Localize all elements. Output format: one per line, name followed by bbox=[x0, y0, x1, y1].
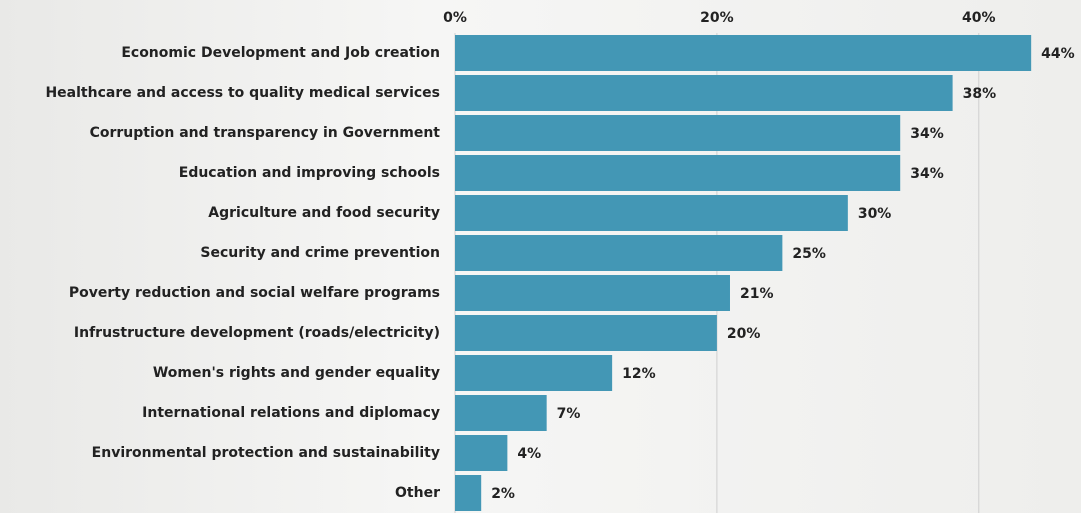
bar bbox=[455, 115, 901, 151]
bar bbox=[455, 315, 717, 351]
bar bbox=[455, 195, 848, 231]
bar bbox=[455, 235, 783, 271]
category-label: Education and improving schools bbox=[179, 165, 440, 181]
value-label: 34% bbox=[910, 166, 944, 182]
category-label: Corruption and transparency in Governmen… bbox=[90, 125, 441, 141]
value-label: 44% bbox=[1041, 46, 1075, 62]
bar bbox=[455, 435, 508, 471]
category-label: Infrustructure development (roads/electr… bbox=[74, 325, 440, 341]
bar bbox=[455, 395, 547, 431]
value-label: 4% bbox=[517, 446, 541, 462]
bar bbox=[455, 35, 1032, 71]
category-label: Poverty reduction and social welfare pro… bbox=[69, 285, 440, 301]
x-tick-label: 0% bbox=[443, 10, 467, 26]
bar bbox=[455, 75, 953, 111]
value-label: 20% bbox=[727, 326, 761, 342]
category-label: Other bbox=[395, 485, 440, 501]
bar bbox=[455, 355, 613, 391]
x-tick-label: 20% bbox=[700, 10, 734, 26]
value-label: 30% bbox=[858, 206, 892, 222]
category-label: Security and crime prevention bbox=[200, 245, 440, 261]
category-label: Women's rights and gender equality bbox=[153, 365, 440, 381]
value-label: 34% bbox=[910, 126, 944, 142]
x-tick-label: 40% bbox=[962, 10, 996, 26]
category-label: Healthcare and access to quality medical… bbox=[45, 85, 440, 101]
bar bbox=[455, 275, 730, 311]
value-label: 12% bbox=[622, 366, 656, 382]
value-label: 38% bbox=[963, 86, 997, 102]
bar bbox=[455, 475, 482, 511]
bar bbox=[455, 155, 901, 191]
value-label: 25% bbox=[792, 246, 826, 262]
category-label: Environmental protection and sustainabil… bbox=[92, 445, 440, 461]
value-label: 2% bbox=[491, 486, 515, 502]
category-label: Agriculture and food security bbox=[208, 205, 440, 221]
category-label: International relations and diplomacy bbox=[142, 405, 440, 421]
value-label: 7% bbox=[557, 406, 581, 422]
value-label: 21% bbox=[740, 286, 774, 302]
category-label: Economic Development and Job creation bbox=[121, 45, 440, 61]
